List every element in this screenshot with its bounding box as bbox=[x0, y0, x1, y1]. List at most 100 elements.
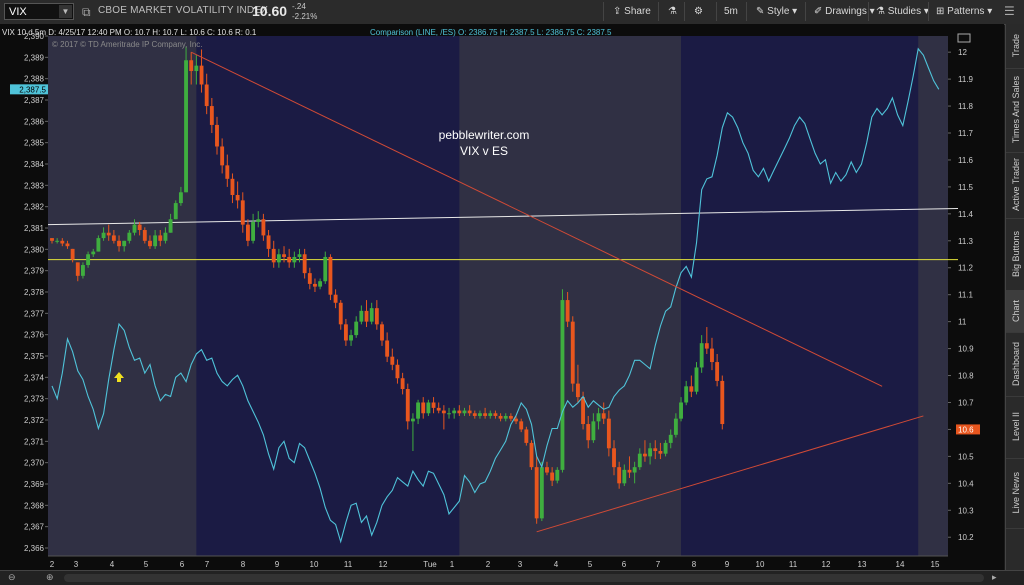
vix-candle bbox=[101, 232, 106, 239]
vix-candle bbox=[271, 248, 276, 263]
vix-candle bbox=[632, 467, 637, 473]
vix-candle bbox=[699, 343, 704, 368]
vix-candle bbox=[199, 65, 204, 85]
vix-candle bbox=[86, 254, 91, 266]
vix-candle bbox=[467, 410, 472, 414]
vix-candle bbox=[436, 407, 441, 411]
flask-icon: ⚗ bbox=[668, 6, 677, 17]
left-axis-label: 2,369 bbox=[24, 480, 45, 489]
vix-candle bbox=[431, 402, 436, 408]
vix-candle bbox=[447, 413, 451, 415]
vix-candle bbox=[137, 224, 142, 231]
session-band bbox=[196, 36, 460, 556]
right-axis-label: 11.4 bbox=[958, 210, 974, 219]
vix-candle bbox=[380, 324, 384, 341]
tab-chart[interactable]: Chart bbox=[1006, 290, 1024, 333]
symbol-input[interactable]: VIX ▼ bbox=[4, 3, 74, 20]
vix-candle bbox=[343, 324, 348, 341]
tab-label: Active Trader bbox=[1010, 158, 1021, 212]
tab-times-and-sales[interactable]: Times And Sales bbox=[1006, 68, 1024, 153]
vix-candle bbox=[91, 251, 96, 255]
left-axis-label: 2,375 bbox=[24, 352, 45, 361]
vix-candle bbox=[173, 203, 178, 220]
left-axis-label: 2,389 bbox=[24, 53, 45, 62]
vix-candle bbox=[50, 238, 54, 241]
vix-candle bbox=[539, 467, 544, 519]
vix-candle bbox=[416, 402, 421, 419]
right-axis-label: 11.9 bbox=[958, 75, 974, 84]
left-axis-label: 2,387 bbox=[24, 96, 45, 105]
vix-candle bbox=[256, 219, 261, 222]
tab-label: Dashboard bbox=[1010, 341, 1021, 387]
vix-candle bbox=[220, 146, 225, 166]
x-axis-label: 8 bbox=[241, 560, 246, 569]
es-comparison-line bbox=[51, 47, 940, 544]
scroll-right-icon[interactable]: ▸ bbox=[992, 572, 997, 582]
vix-candle bbox=[364, 310, 369, 322]
vix-candle bbox=[679, 402, 683, 419]
chart[interactable]: 2,390 2,389 2,388 2,387 2,386 2,385 2,384 2,383… bbox=[0, 24, 1004, 570]
percent-change: -2.21% bbox=[292, 12, 318, 21]
scrollbar[interactable]: ⊖ ⊕ ▸ bbox=[0, 570, 1024, 585]
vix-candle bbox=[575, 383, 580, 398]
x-axis-label: 4 bbox=[110, 560, 115, 569]
right-axis-label: 11.5 bbox=[958, 183, 974, 192]
vix-candle bbox=[297, 254, 302, 257]
left-axis-label: 2,370 bbox=[24, 459, 45, 468]
timeframe-button[interactable]: 5m bbox=[720, 2, 742, 21]
collapse-icon[interactable] bbox=[957, 33, 971, 43]
vix-candle bbox=[648, 448, 653, 457]
vix-candle bbox=[287, 256, 292, 263]
studies-label: Studies bbox=[887, 6, 922, 17]
chart-area[interactable]: 2,390 2,389 2,388 2,387 2,386 2,385 2,384 2,383… bbox=[0, 24, 1004, 570]
flask-button[interactable]: ⚗ bbox=[664, 2, 681, 21]
vix-candle bbox=[122, 240, 127, 247]
zoom-in-icon[interactable]: ⊕ bbox=[46, 572, 54, 582]
menu-icon[interactable]: ☰ bbox=[1004, 4, 1015, 18]
right-axis-label: 10.9 bbox=[958, 345, 974, 354]
tab-label: Times And Sales bbox=[1010, 76, 1021, 144]
vix-candle bbox=[75, 262, 80, 276]
left-axis-label: 2,367 bbox=[24, 523, 45, 532]
patterns-button[interactable]: ⊞ Patterns ▾ bbox=[936, 6, 993, 17]
scroll-track[interactable] bbox=[64, 574, 984, 582]
style-label: Style bbox=[767, 6, 790, 17]
x-axis-label: 9 bbox=[275, 560, 280, 569]
tab-live-news[interactable]: Live News bbox=[1006, 458, 1024, 529]
left-axis-label: 2,386 bbox=[24, 117, 45, 126]
settings-button[interactable]: ⚙ bbox=[690, 2, 707, 21]
symbol-dropdown-icon[interactable]: ▼ bbox=[59, 5, 72, 18]
vix-candle bbox=[55, 240, 60, 242]
tab-level-ii[interactable]: Level II bbox=[1006, 396, 1024, 459]
link-icon[interactable]: ⧉ bbox=[82, 5, 91, 19]
x-axis-label: 14 bbox=[896, 560, 905, 569]
studies-button[interactable]: ⚗ Studies ▾ bbox=[876, 6, 929, 17]
right-axis-label: 11.7 bbox=[958, 129, 974, 138]
tab-dashboard[interactable]: Dashboard bbox=[1006, 332, 1024, 397]
left-axis-label: 2,371 bbox=[24, 437, 45, 446]
vix-candle bbox=[529, 442, 534, 468]
share-button[interactable]: ⇪ Share bbox=[609, 2, 655, 21]
tab-label: Live News bbox=[1010, 472, 1021, 514]
x-axis-label: 3 bbox=[518, 560, 523, 569]
vix-candle bbox=[441, 410, 446, 414]
vix-candle bbox=[302, 254, 307, 274]
tab-trade[interactable]: Trade bbox=[1006, 24, 1024, 69]
style-button[interactable]: ✎ Style ▾ bbox=[756, 6, 798, 17]
vix-candle bbox=[606, 418, 611, 449]
drawings-button[interactable]: ✐ Drawings ▾ bbox=[814, 6, 875, 17]
vix-candle bbox=[627, 469, 632, 473]
vix-candle bbox=[276, 254, 281, 263]
vix-candle bbox=[524, 429, 529, 443]
zoom-out-icon[interactable]: ⊖ bbox=[8, 572, 16, 582]
vix-candle bbox=[65, 243, 70, 247]
tab-big-buttons[interactable]: Big Buttons bbox=[1006, 218, 1024, 291]
vix-candle bbox=[292, 256, 297, 263]
tab-active-trader[interactable]: Active Trader bbox=[1006, 152, 1024, 219]
vix-candle bbox=[60, 240, 65, 244]
pencil-icon: ✐ bbox=[814, 6, 823, 17]
vix-candle bbox=[318, 281, 323, 287]
left-axis-label: 2,376 bbox=[24, 331, 45, 340]
vix-candle bbox=[225, 165, 230, 179]
vix-candle bbox=[596, 413, 601, 422]
